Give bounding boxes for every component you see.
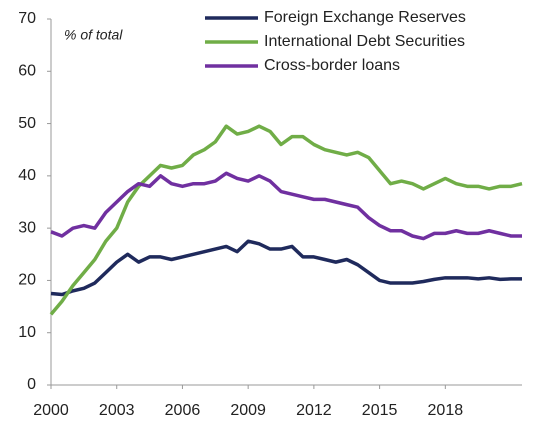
series-line [50,239,522,297]
y-tick-label: 0 [27,376,36,393]
y-tick-label: 50 [18,115,36,132]
y-tick-label: 10 [18,324,36,341]
x-tick-label: 2006 [165,402,201,419]
series-line [49,124,523,316]
x-tick-label: 2009 [230,402,266,419]
x-tick-label: 2003 [99,402,135,419]
y-tick-label: 30 [18,219,36,236]
x-tick-label: 2000 [33,402,69,419]
annotation: % of total [64,27,123,43]
x-tick-label: 2012 [296,402,332,419]
legend-label: Foreign Exchange Reserves [264,9,466,26]
series-line [50,171,522,241]
legend-label: International Debt Securities [264,33,465,50]
y-tick-label: 20 [18,272,36,289]
y-tick-label: 40 [18,167,36,184]
x-tick-label: 2015 [362,402,398,419]
y-tick-label: 60 [18,63,36,80]
y-tick-label: 70 [18,10,36,27]
x-tick-label: 2018 [428,402,464,419]
legend-label: Cross-border loans [264,57,400,74]
